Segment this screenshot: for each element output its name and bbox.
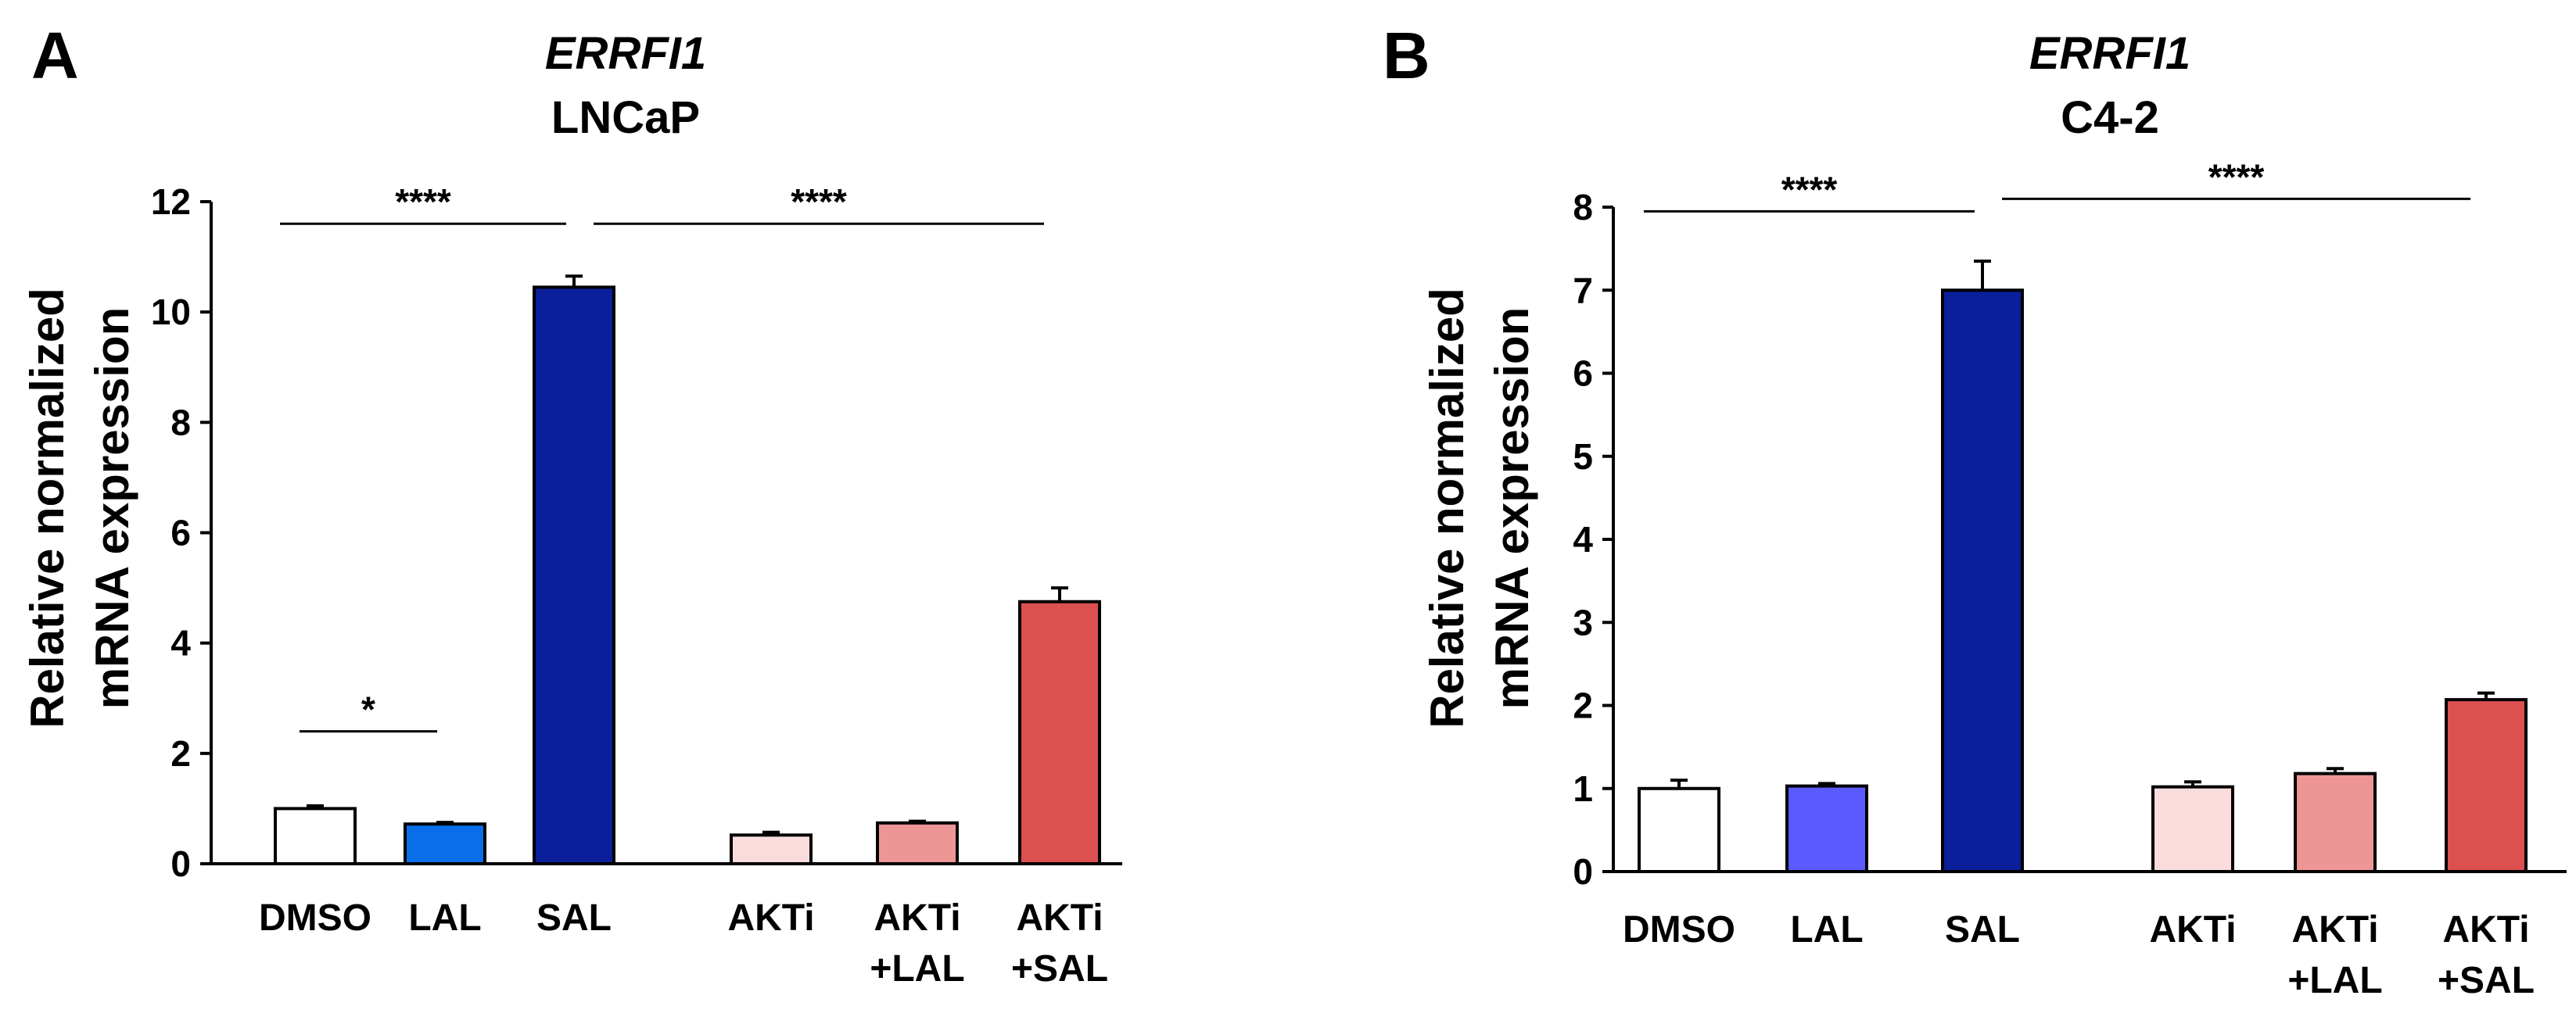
bar — [2445, 698, 2528, 873]
significance-marker: **** — [395, 181, 451, 222]
x-category-label: AKTi — [2442, 909, 2529, 951]
y-tick-label: 5 — [1573, 436, 1593, 477]
x-category-label: AKTi — [874, 897, 960, 939]
x-category-label: DMSO — [1623, 909, 1735, 951]
bar — [533, 285, 615, 865]
x-category-label: AKTi — [2291, 909, 2378, 951]
significance-marker: **** — [1781, 169, 1838, 209]
y-tick-label: 2 — [170, 733, 191, 774]
x-category-label: SAL — [1945, 909, 2020, 951]
y-axis-label: Relative normalized — [21, 288, 74, 729]
bar — [1941, 288, 2024, 873]
y-tick-label: 6 — [170, 513, 191, 553]
y-axis-label: mRNA expression — [86, 307, 138, 710]
chart-title-gene: ERRFI1 — [545, 28, 706, 79]
x-category-label: AKTi — [727, 897, 814, 939]
bar — [274, 807, 357, 865]
y-tick-label: 7 — [1573, 270, 1593, 310]
y-tick-label: 8 — [170, 402, 191, 442]
x-category-label: +SAL — [2438, 960, 2535, 1001]
panel-letter: B — [1383, 19, 1430, 92]
significance-marker: **** — [2208, 156, 2265, 197]
y-axis-label: Relative normalized — [1421, 288, 1473, 729]
bar — [1638, 786, 1720, 873]
x-category-label: LAL — [408, 897, 481, 939]
bar — [1018, 600, 1101, 866]
bar — [1785, 784, 1868, 873]
y-tick-label: 0 — [170, 843, 191, 884]
chart-title-cell-line: C4-2 — [2061, 92, 2159, 143]
y-tick-label: 1 — [1573, 768, 1593, 809]
chart-panel-b: B ERRFI1 C4-2 Relative normalized mRNA expre… — [1383, 19, 2567, 1001]
chart-title-gene: ERRFI1 — [2029, 28, 2190, 79]
x-category-label: AKTi — [2149, 909, 2236, 951]
y-tick-label: 10 — [151, 292, 191, 332]
significance-marker: **** — [791, 181, 847, 222]
y-tick-label: 3 — [1573, 602, 1593, 643]
y-tick-label: 6 — [1573, 353, 1593, 394]
significance-marker: * — [361, 689, 375, 730]
x-category-label: +SAL — [1011, 948, 1108, 990]
y-tick-label: 4 — [1573, 519, 1593, 560]
bar — [2151, 785, 2234, 873]
bar — [730, 833, 813, 865]
bar — [404, 822, 486, 866]
y-tick-label: 0 — [1573, 851, 1593, 892]
y-tick-label: 4 — [170, 623, 191, 664]
y-tick-label: 12 — [151, 181, 191, 222]
x-category-label: SAL — [536, 897, 612, 939]
bar — [876, 821, 959, 865]
y-axis-label: mRNA expression — [1486, 307, 1538, 710]
chart-panel-a: A ERRFI1 LNCaP Relative normalized mRNA expr… — [21, 19, 1122, 990]
y-tick-label: 2 — [1573, 686, 1593, 726]
x-category-label: DMSO — [259, 897, 371, 939]
x-category-label: LAL — [1790, 909, 1863, 951]
x-category-label: +LAL — [2287, 960, 2382, 1001]
panel-letter: A — [31, 19, 79, 92]
bar — [2294, 772, 2377, 873]
x-category-label: +LAL — [870, 948, 964, 990]
chart-title-cell-line: LNCaP — [551, 92, 700, 143]
y-tick-label: 8 — [1573, 187, 1593, 227]
x-category-label: AKTi — [1016, 897, 1103, 939]
